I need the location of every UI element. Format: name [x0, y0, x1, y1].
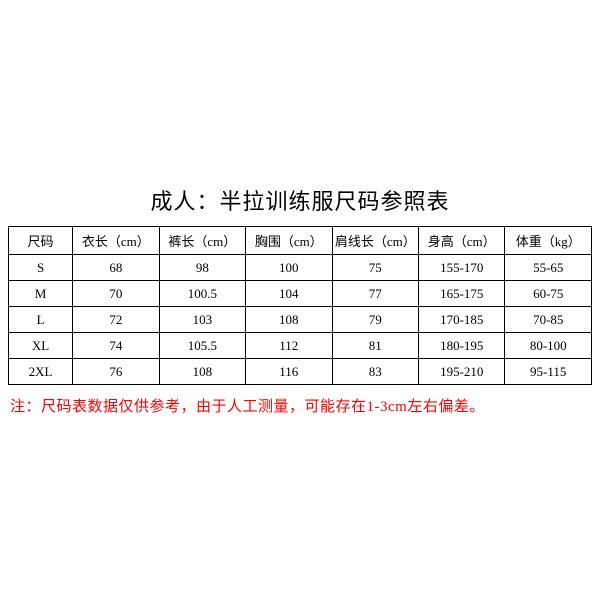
size-chart-wrapper: 成人：半拉训练服尺码参照表 尺码 衣长（cm） 裤长（cm） 胸围（cm） 肩线…: [8, 184, 592, 416]
chart-title: 成人：半拉训练服尺码参照表: [8, 184, 592, 216]
col-header-size: 尺码: [9, 227, 73, 255]
cell-weight: 70-85: [505, 307, 592, 333]
size-table: 尺码 衣长（cm） 裤长（cm） 胸围（cm） 肩线长（cm） 身高（cm） 体…: [8, 226, 592, 385]
cell-chest: 108: [246, 307, 332, 333]
cell-size: L: [9, 307, 73, 333]
col-header-height: 身高（cm）: [419, 227, 505, 255]
cell-height: 165-175: [419, 281, 505, 307]
cell-pants-length: 100.5: [159, 281, 245, 307]
cell-height: 170-185: [419, 307, 505, 333]
cell-top-length: 74: [73, 333, 159, 359]
cell-shoulder: 83: [332, 359, 418, 385]
cell-pants-length: 103: [159, 307, 245, 333]
cell-size: XL: [9, 333, 73, 359]
col-header-shoulder: 肩线长（cm）: [332, 227, 418, 255]
cell-chest: 112: [246, 333, 332, 359]
cell-size: S: [9, 255, 73, 281]
cell-top-length: 70: [73, 281, 159, 307]
cell-chest: 104: [246, 281, 332, 307]
cell-shoulder: 79: [332, 307, 418, 333]
cell-top-length: 76: [73, 359, 159, 385]
table-row: XL 74 105.5 112 81 180-195 80-100: [9, 333, 592, 359]
col-header-chest: 胸围（cm）: [246, 227, 332, 255]
col-header-pants-length: 裤长（cm）: [159, 227, 245, 255]
cell-weight: 80-100: [505, 333, 592, 359]
cell-shoulder: 81: [332, 333, 418, 359]
cell-weight: 55-65: [505, 255, 592, 281]
col-header-top-length: 衣长（cm）: [73, 227, 159, 255]
cell-height: 195-210: [419, 359, 505, 385]
table-row: S 68 98 100 75 155-170 55-65: [9, 255, 592, 281]
col-header-weight: 体重（kg）: [505, 227, 592, 255]
cell-size: 2XL: [9, 359, 73, 385]
table-row: 2XL 76 108 116 83 195-210 95-115: [9, 359, 592, 385]
table-header-row: 尺码 衣长（cm） 裤长（cm） 胸围（cm） 肩线长（cm） 身高（cm） 体…: [9, 227, 592, 255]
cell-height: 155-170: [419, 255, 505, 281]
cell-weight: 95-115: [505, 359, 592, 385]
cell-top-length: 72: [73, 307, 159, 333]
cell-pants-length: 108: [159, 359, 245, 385]
cell-size: M: [9, 281, 73, 307]
cell-pants-length: 98: [159, 255, 245, 281]
table-row: L 72 103 108 79 170-185 70-85: [9, 307, 592, 333]
table-row: M 70 100.5 104 77 165-175 60-75: [9, 281, 592, 307]
cell-shoulder: 75: [332, 255, 418, 281]
note-text: 注：尺码表数据仅供参考，由于人工测量，可能存在1-3cm左右偏差。: [8, 395, 592, 416]
cell-top-length: 68: [73, 255, 159, 281]
cell-shoulder: 77: [332, 281, 418, 307]
cell-chest: 100: [246, 255, 332, 281]
cell-pants-length: 105.5: [159, 333, 245, 359]
cell-height: 180-195: [419, 333, 505, 359]
cell-weight: 60-75: [505, 281, 592, 307]
cell-chest: 116: [246, 359, 332, 385]
